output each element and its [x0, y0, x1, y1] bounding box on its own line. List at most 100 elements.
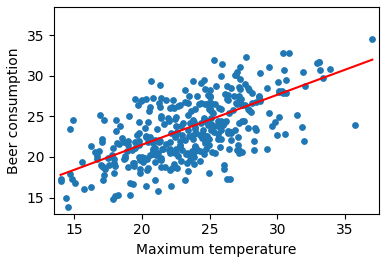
Point	[167, 151, 173, 155]
Point	[229, 129, 235, 134]
Point	[231, 94, 237, 98]
Point	[126, 114, 132, 118]
Point	[185, 101, 191, 105]
Point	[69, 118, 76, 122]
Point	[130, 182, 136, 186]
Point	[99, 140, 105, 144]
Point	[200, 128, 206, 132]
Point	[105, 156, 112, 161]
Point	[112, 194, 118, 198]
Point	[110, 197, 116, 201]
Point	[196, 102, 202, 106]
Point	[208, 116, 215, 121]
Point	[145, 139, 151, 144]
Point	[204, 134, 210, 138]
Point	[152, 160, 158, 164]
Point	[192, 145, 198, 149]
Point	[113, 118, 119, 122]
Point	[145, 120, 151, 124]
Point	[232, 101, 239, 105]
Point	[173, 133, 179, 137]
Point	[199, 132, 205, 136]
Point	[200, 116, 207, 120]
Point	[63, 196, 69, 200]
Point	[142, 126, 149, 130]
Point	[301, 139, 308, 143]
Point	[207, 87, 213, 92]
Point	[173, 150, 179, 155]
Point	[67, 127, 73, 131]
Point	[245, 126, 251, 130]
Point	[238, 102, 244, 106]
Point	[239, 103, 245, 107]
Point	[294, 113, 300, 117]
Point	[203, 134, 209, 138]
Point	[280, 90, 286, 95]
Point	[202, 141, 208, 145]
Point	[211, 58, 217, 62]
Point	[218, 128, 224, 132]
Point	[172, 151, 178, 155]
Point	[174, 166, 180, 170]
Point	[154, 127, 160, 131]
Point	[236, 150, 242, 155]
Point	[249, 101, 255, 105]
Point	[179, 133, 185, 137]
Point	[136, 143, 142, 148]
Point	[212, 151, 218, 155]
Point	[232, 128, 238, 132]
Point	[314, 60, 320, 65]
Point	[204, 101, 210, 106]
Point	[192, 126, 198, 131]
Point	[179, 148, 185, 152]
Point	[223, 84, 230, 88]
Point	[142, 156, 148, 160]
Point	[138, 99, 144, 103]
Point	[94, 157, 100, 161]
Point	[171, 106, 177, 110]
Point	[237, 87, 243, 91]
Point	[239, 119, 245, 123]
Point	[235, 134, 241, 139]
Point	[92, 149, 98, 154]
Point	[96, 148, 102, 153]
Point	[236, 77, 242, 82]
Point	[252, 126, 259, 130]
Point	[281, 68, 287, 72]
Point	[178, 159, 185, 164]
Point	[157, 157, 163, 161]
Point	[230, 108, 236, 112]
Point	[200, 133, 206, 137]
Point	[73, 181, 79, 185]
Point	[136, 131, 142, 135]
Point	[172, 131, 178, 136]
Point	[203, 147, 210, 151]
Point	[274, 133, 280, 138]
Point	[223, 119, 229, 123]
Point	[172, 117, 178, 121]
Point	[246, 108, 252, 112]
Point	[152, 146, 158, 150]
Point	[136, 120, 142, 125]
Point	[302, 84, 308, 88]
Point	[198, 121, 204, 125]
Point	[140, 160, 146, 164]
Point	[137, 158, 144, 162]
Point	[235, 143, 241, 147]
Point	[208, 109, 214, 114]
Point	[222, 91, 228, 96]
Point	[197, 159, 203, 164]
Point	[156, 140, 162, 144]
Point	[215, 124, 221, 128]
Point	[166, 119, 172, 123]
Point	[191, 155, 197, 159]
Point	[131, 163, 137, 168]
Point	[369, 36, 375, 41]
Point	[192, 107, 198, 111]
Point	[218, 119, 224, 123]
Point	[168, 140, 174, 144]
X-axis label: Maximum temperature: Maximum temperature	[136, 243, 296, 257]
Point	[215, 132, 221, 136]
Point	[276, 115, 283, 119]
Point	[190, 150, 196, 154]
